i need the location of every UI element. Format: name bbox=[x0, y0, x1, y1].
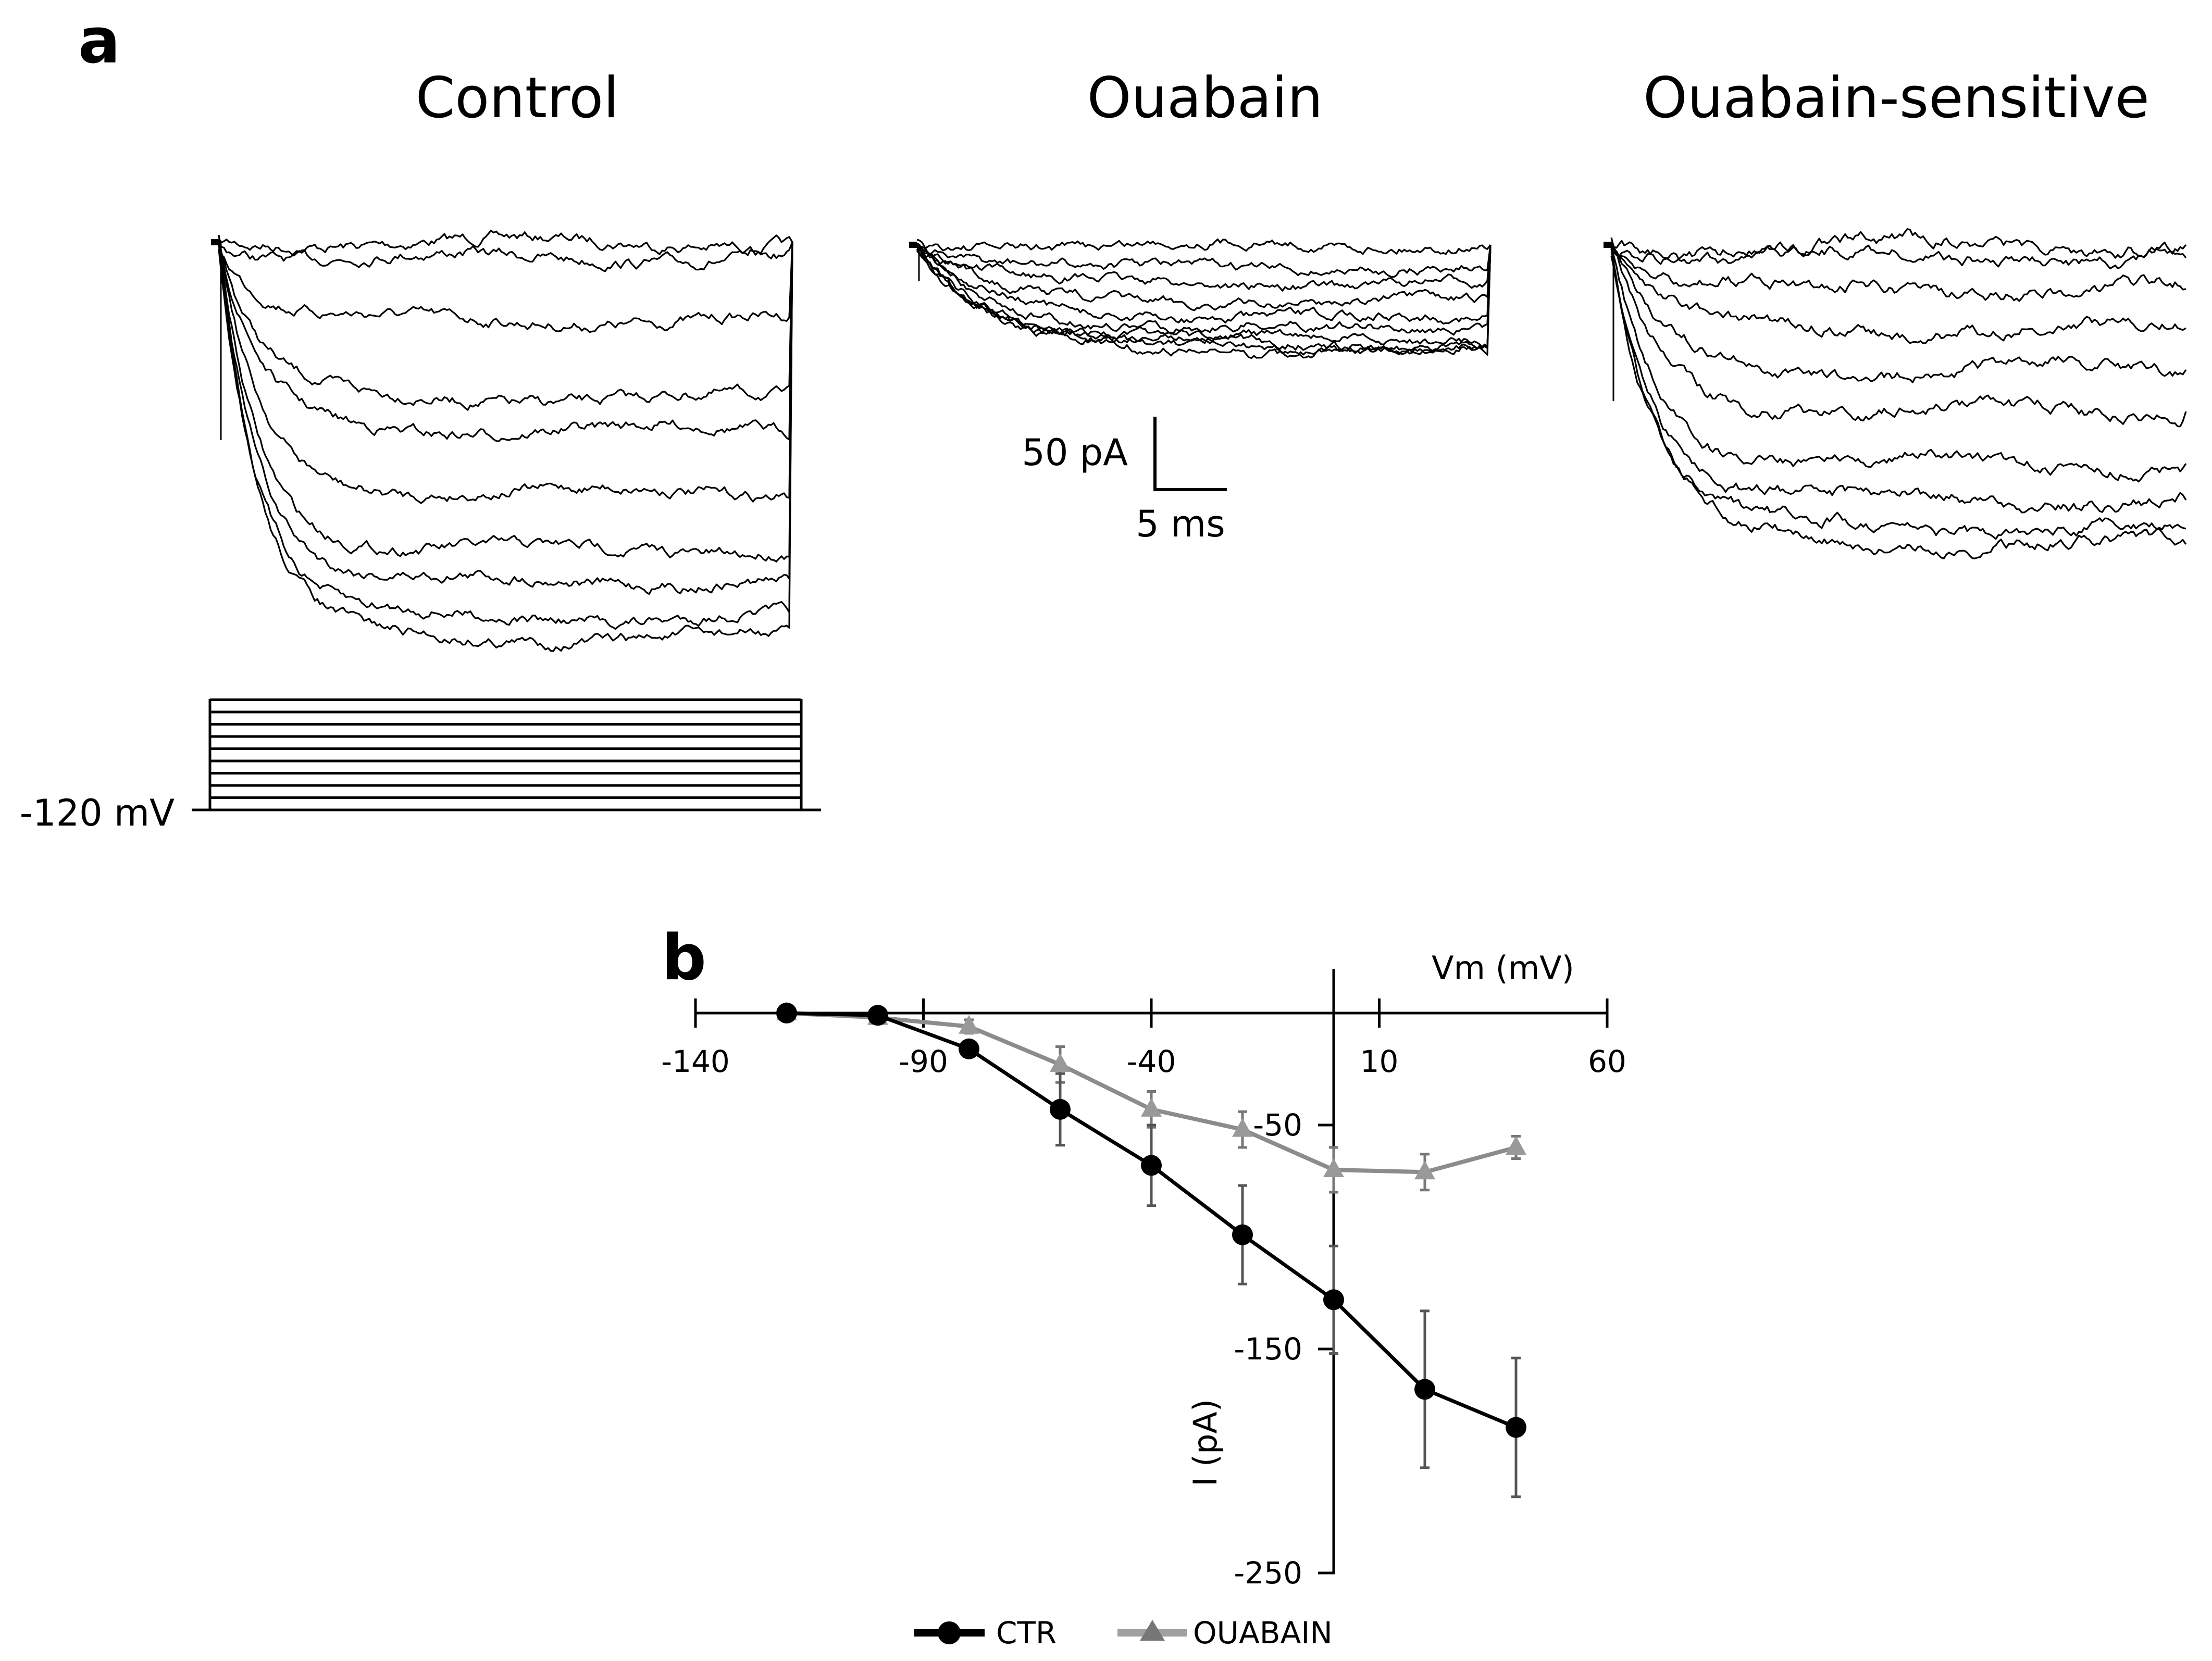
current-trace bbox=[916, 244, 1492, 355]
current-trace bbox=[1610, 251, 2186, 302]
protocol-steps bbox=[210, 698, 801, 799]
y-axis-title: I (pA) bbox=[1186, 1399, 1224, 1487]
data-point bbox=[959, 1015, 979, 1034]
control-current-traces bbox=[211, 230, 793, 652]
current-trace bbox=[916, 244, 1492, 359]
ouabain-current-traces bbox=[909, 238, 1492, 359]
data-point bbox=[959, 1038, 979, 1059]
current-trace bbox=[916, 244, 1492, 311]
current-trace bbox=[1610, 246, 2187, 514]
panel-b-letter: b bbox=[662, 922, 706, 994]
x-tick-label: 10 bbox=[1360, 1044, 1399, 1079]
current-trace bbox=[916, 242, 1492, 325]
current-trace bbox=[218, 242, 793, 595]
y-ticks: -50-150-250 bbox=[1234, 1107, 1335, 1591]
data-point bbox=[1050, 1098, 1071, 1120]
series-ctr bbox=[776, 1003, 1526, 1498]
data-point bbox=[1414, 1379, 1435, 1400]
current-trace bbox=[1610, 245, 2187, 483]
y-tick-label: -250 bbox=[1234, 1555, 1302, 1591]
current-trace bbox=[218, 230, 793, 257]
current-trace bbox=[1610, 245, 2186, 344]
legend-ctr-label: CTR bbox=[996, 1615, 1057, 1651]
series-layer bbox=[776, 1002, 1526, 1498]
ouabain-sensitive-title: Ouabain-sensitive bbox=[1643, 66, 2149, 131]
data-point bbox=[1232, 1224, 1253, 1245]
x-tick-label: -90 bbox=[899, 1044, 948, 1079]
data-point bbox=[1506, 1136, 1526, 1155]
current-trace bbox=[218, 242, 793, 411]
data-point bbox=[1141, 1097, 1162, 1117]
scale-bar-time-label: 5 ms bbox=[1136, 503, 1225, 545]
current-trace bbox=[1610, 228, 2187, 264]
data-point bbox=[867, 1005, 888, 1026]
current-trace bbox=[1610, 248, 2187, 559]
x-ticks: -140 -90 -40 10 60 bbox=[661, 998, 1626, 1079]
x-axis-title: Vm (mV) bbox=[1432, 949, 1574, 987]
current-trace bbox=[1610, 241, 2187, 428]
legend-ctr-marker bbox=[938, 1621, 961, 1644]
current-trace bbox=[218, 242, 793, 652]
data-point bbox=[1323, 1289, 1344, 1310]
iv-chart: -140 -90 -40 10 60 -50-150-250 Vm (mV) I (pA… bbox=[661, 949, 1626, 1591]
legend: CTR OUABAIN bbox=[914, 1615, 1333, 1651]
legend-ouabain-marker bbox=[1140, 1620, 1165, 1641]
control-title: Control bbox=[416, 66, 619, 131]
ouabain-sensitive-current-traces bbox=[1604, 228, 2187, 559]
current-trace bbox=[218, 234, 793, 504]
data-point bbox=[1506, 1417, 1526, 1438]
data-point bbox=[1050, 1053, 1071, 1072]
voltage-protocol: -120 mV bbox=[20, 698, 821, 834]
current-trace bbox=[218, 239, 793, 442]
x-tick-label: -40 bbox=[1127, 1044, 1176, 1079]
current-trace bbox=[916, 244, 1492, 349]
current-trace bbox=[916, 238, 1492, 255]
current-trace bbox=[1610, 237, 2187, 383]
legend-item-ctr: CTR bbox=[914, 1615, 1057, 1651]
scale-bar-current-label: 50 pA bbox=[1022, 431, 1128, 474]
data-point bbox=[1414, 1160, 1435, 1180]
data-point bbox=[776, 1003, 797, 1023]
x-tick-label: 60 bbox=[1588, 1044, 1626, 1079]
current-trace bbox=[218, 242, 793, 333]
current-trace bbox=[218, 242, 793, 630]
data-point bbox=[1141, 1155, 1162, 1176]
y-tick-label: -150 bbox=[1234, 1331, 1302, 1367]
current-trace bbox=[218, 242, 793, 563]
current-trace bbox=[218, 242, 793, 272]
scale-bar: 50 pA 5 ms bbox=[1022, 417, 1227, 545]
current-trace bbox=[1610, 256, 2186, 540]
current-trace bbox=[1610, 244, 2187, 270]
ouabain-title: Ouabain bbox=[1087, 66, 1323, 131]
panel-a-letter: a bbox=[78, 5, 120, 78]
data-point bbox=[1232, 1118, 1253, 1137]
data-point bbox=[1323, 1158, 1344, 1177]
x-tick-label: -140 bbox=[661, 1044, 730, 1079]
current-trace bbox=[916, 239, 1492, 336]
legend-item-ouabain: OUABAIN bbox=[1117, 1615, 1333, 1651]
legend-ouabain-label: OUABAIN bbox=[1193, 1615, 1333, 1651]
current-trace bbox=[916, 244, 1492, 292]
holding-potential-label: -120 mV bbox=[20, 792, 175, 834]
current-trace bbox=[916, 244, 1492, 278]
